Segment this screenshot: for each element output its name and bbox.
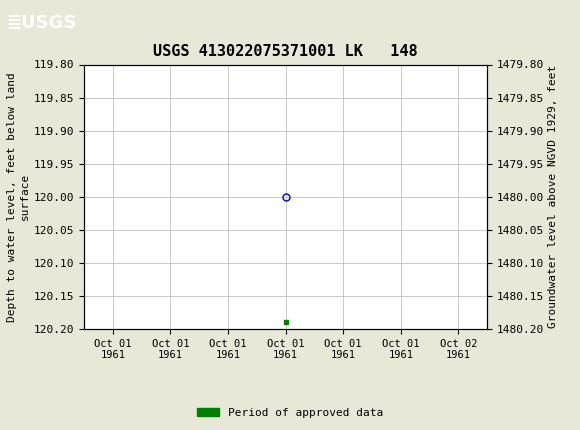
Text: ≣USGS: ≣USGS: [6, 14, 77, 31]
Y-axis label: Groundwater level above NGVD 1929, feet: Groundwater level above NGVD 1929, feet: [548, 65, 559, 329]
Title: USGS 413022075371001 LK   148: USGS 413022075371001 LK 148: [153, 44, 418, 59]
Y-axis label: Depth to water level, feet below land
surface: Depth to water level, feet below land su…: [8, 72, 30, 322]
Legend: Period of approved data: Period of approved data: [193, 403, 387, 422]
